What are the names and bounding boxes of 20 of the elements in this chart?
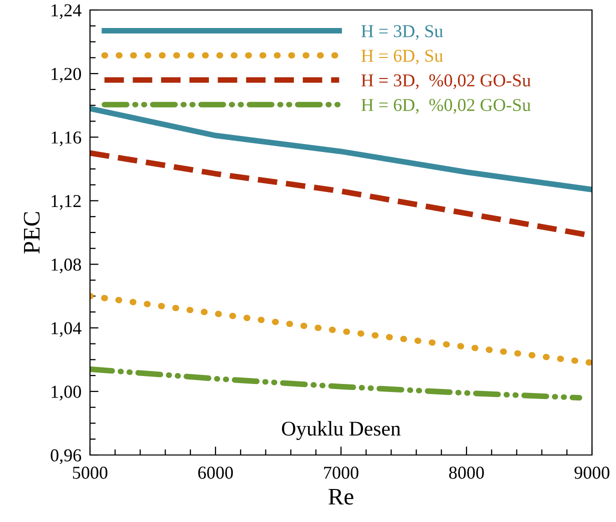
text: H = 6D, %0,02 GO-Su <box>361 98 531 114</box>
y-tick-label: 1,04 <box>52 322 82 337</box>
x-tick-label: 6000 <box>198 466 233 479</box>
y-tick-label: 1,20 <box>52 68 81 83</box>
y-tick-label: 1,16 <box>52 131 82 146</box>
text: H = 3D, Su <box>361 25 443 40</box>
x-tick-label: 5000 <box>72 466 108 479</box>
y-tick-label: 1,08 <box>52 258 81 274</box>
y-tick-label: 1,24 <box>52 4 82 20</box>
annotation: Oyuklu Desen <box>282 421 401 440</box>
text: H = 6D, Su <box>361 50 443 64</box>
y-axis-title: PEC <box>24 212 40 254</box>
text: H = 3D, %0,02 GO-Su <box>361 74 531 90</box>
y-tick-label: 1,00 <box>52 386 81 400</box>
x-tick-label: 7000 <box>324 466 358 479</box>
y-tick-label: 0,96 <box>50 449 82 464</box>
x-tick-label: 8000 <box>449 466 484 479</box>
y-tick-label: 1,12 <box>52 195 81 210</box>
x-axis-title: Re <box>328 488 354 505</box>
x-tick-label: 9000 <box>574 466 610 479</box>
